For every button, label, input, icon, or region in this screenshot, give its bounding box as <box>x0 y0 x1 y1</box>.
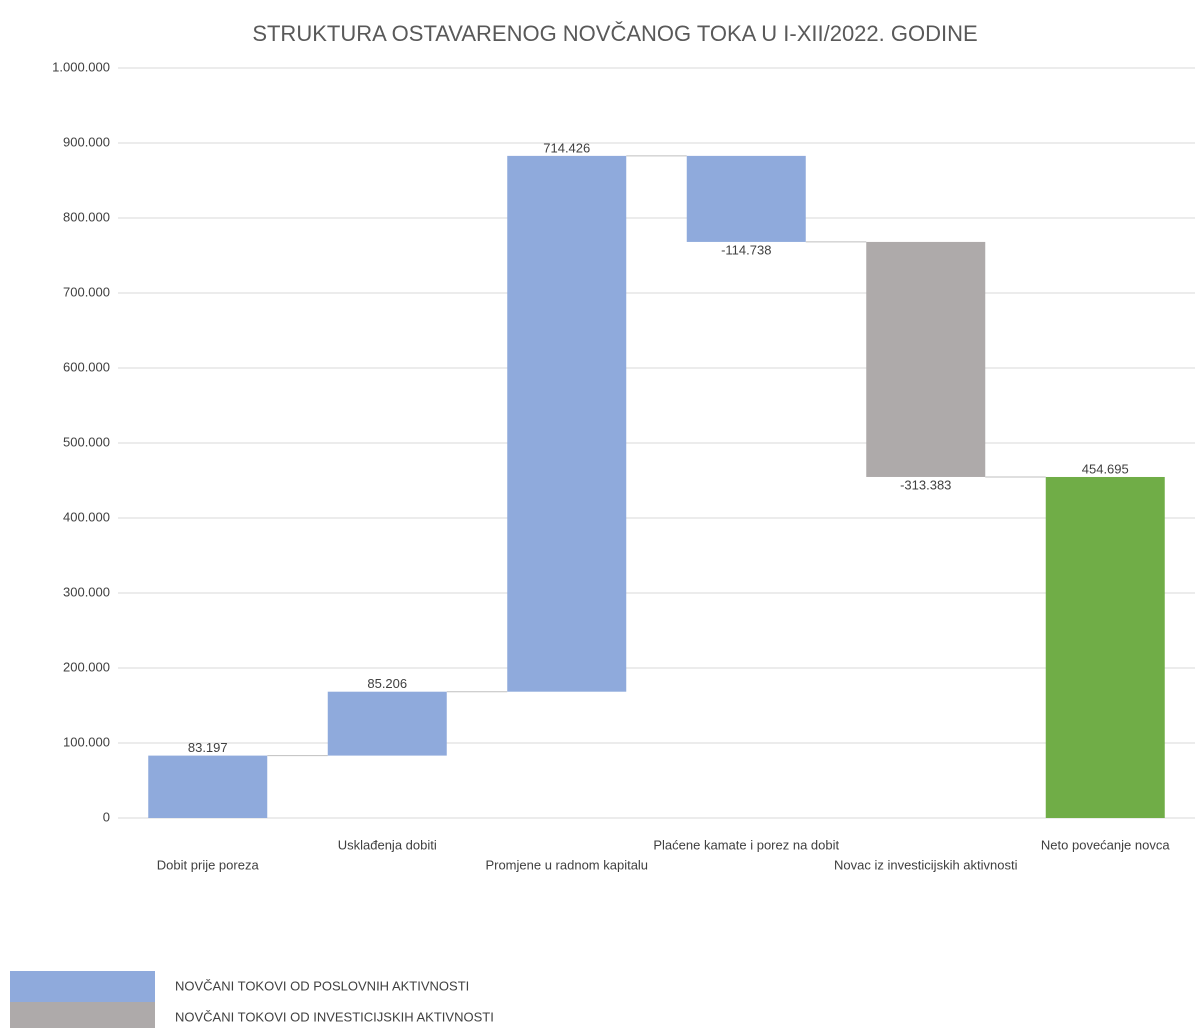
x-tick-label: Novac iz investicijskih aktivnosti <box>834 857 1018 872</box>
bar <box>1045 476 1165 818</box>
legend-label: NOVČANI TOKOVI OD INVESTICIJSKIH AKTIVNO… <box>175 1009 494 1024</box>
y-tick-label: 500.000 <box>63 434 110 449</box>
bar <box>866 241 986 477</box>
y-tick-label: 200.000 <box>63 659 110 674</box>
y-tick-label: 600.000 <box>63 359 110 374</box>
x-tick-label: Promjene u radnom kapitalu <box>485 857 648 872</box>
y-tick-label: 300.000 <box>63 584 110 599</box>
bar <box>686 155 806 242</box>
legend-swatch <box>10 1002 155 1028</box>
y-tick-label: 900.000 <box>63 134 110 149</box>
value-label: 83.197 <box>188 740 228 755</box>
y-tick-label: 700.000 <box>63 284 110 299</box>
chart-title: STRUKTURA OSTAVARENOG NOVČANOG TOKA U I-… <box>252 21 977 46</box>
value-label: 85.206 <box>367 676 407 691</box>
legend-label: NOVČANI TOKOVI OD POSLOVNIH AKTIVNOSTI <box>175 978 469 993</box>
bar <box>507 155 627 692</box>
x-tick-label: Neto povećanje novca <box>1041 837 1170 852</box>
x-tick-label: Usklađenja dobiti <box>338 837 437 852</box>
x-tick-label: Dobit prije poreza <box>157 857 260 872</box>
x-tick-label: Plaćene kamate i porez na dobit <box>653 837 839 852</box>
legend-swatch <box>10 971 155 1002</box>
value-label: -313.383 <box>900 477 951 492</box>
value-label: 454.695 <box>1082 461 1129 476</box>
y-tick-label: 1.000.000 <box>52 59 110 74</box>
bar <box>327 691 447 756</box>
value-label: 714.426 <box>543 140 590 155</box>
y-tick-label: 0 <box>103 809 110 824</box>
bar <box>148 755 268 818</box>
y-tick-label: 800.000 <box>63 209 110 224</box>
value-label: -114.738 <box>721 242 771 257</box>
y-tick-label: 400.000 <box>63 509 110 524</box>
y-tick-label: 100.000 <box>63 734 110 749</box>
